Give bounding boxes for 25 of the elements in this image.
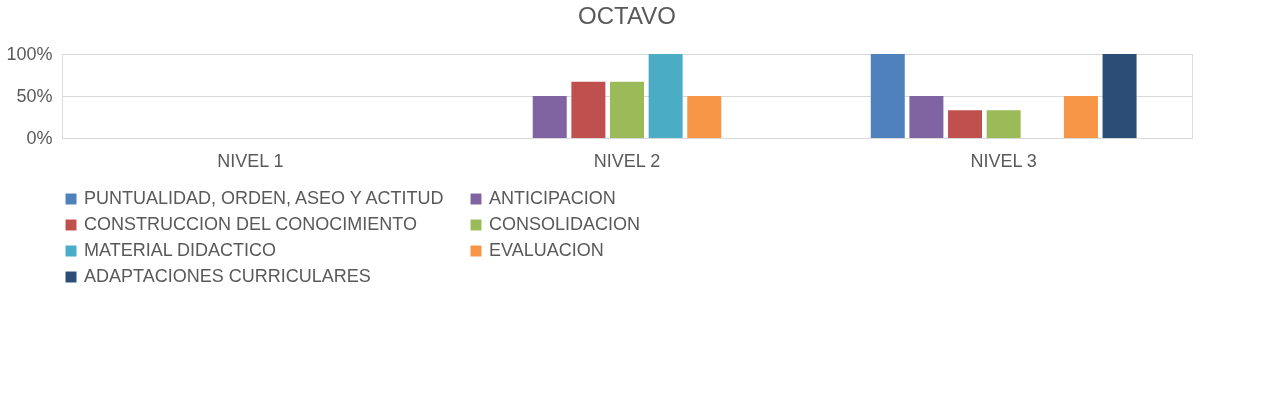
- bar: [648, 54, 683, 138]
- legend-label: ADAPTACIONES CURRICULARES: [84, 266, 371, 286]
- bar: [909, 96, 944, 138]
- legend-label: CONSOLIDACION: [489, 214, 641, 234]
- x-tick-label: NIVEL 1: [217, 150, 284, 171]
- legend-label: PUNTUALIDAD, ORDEN, ASEO Y ACTITUD: [84, 188, 444, 208]
- bar: [610, 81, 644, 138]
- chart-title: OCTAVO: [578, 2, 676, 29]
- bar: [1102, 54, 1137, 138]
- bar: [532, 96, 567, 138]
- bar: [948, 110, 983, 138]
- bar: [1063, 96, 1098, 138]
- legend-label: MATERIAL DIDACTICO: [84, 240, 277, 260]
- x-tick-label: NIVEL 3: [970, 150, 1037, 171]
- legend-label: EVALUACION: [489, 240, 604, 260]
- y-tick-label: 0%: [26, 127, 53, 148]
- bar: [870, 54, 905, 138]
- y-tick-label: 100%: [6, 43, 53, 64]
- bar: [687, 96, 722, 138]
- bar: [986, 110, 1021, 138]
- legend-label: ANTICIPACION: [489, 188, 616, 208]
- bar: [571, 81, 606, 138]
- y-tick-label: 50%: [16, 85, 53, 106]
- x-tick-label: NIVEL 2: [593, 150, 661, 171]
- legend-label: CONSTRUCCION DEL CONOCIMIENTO: [84, 214, 418, 234]
